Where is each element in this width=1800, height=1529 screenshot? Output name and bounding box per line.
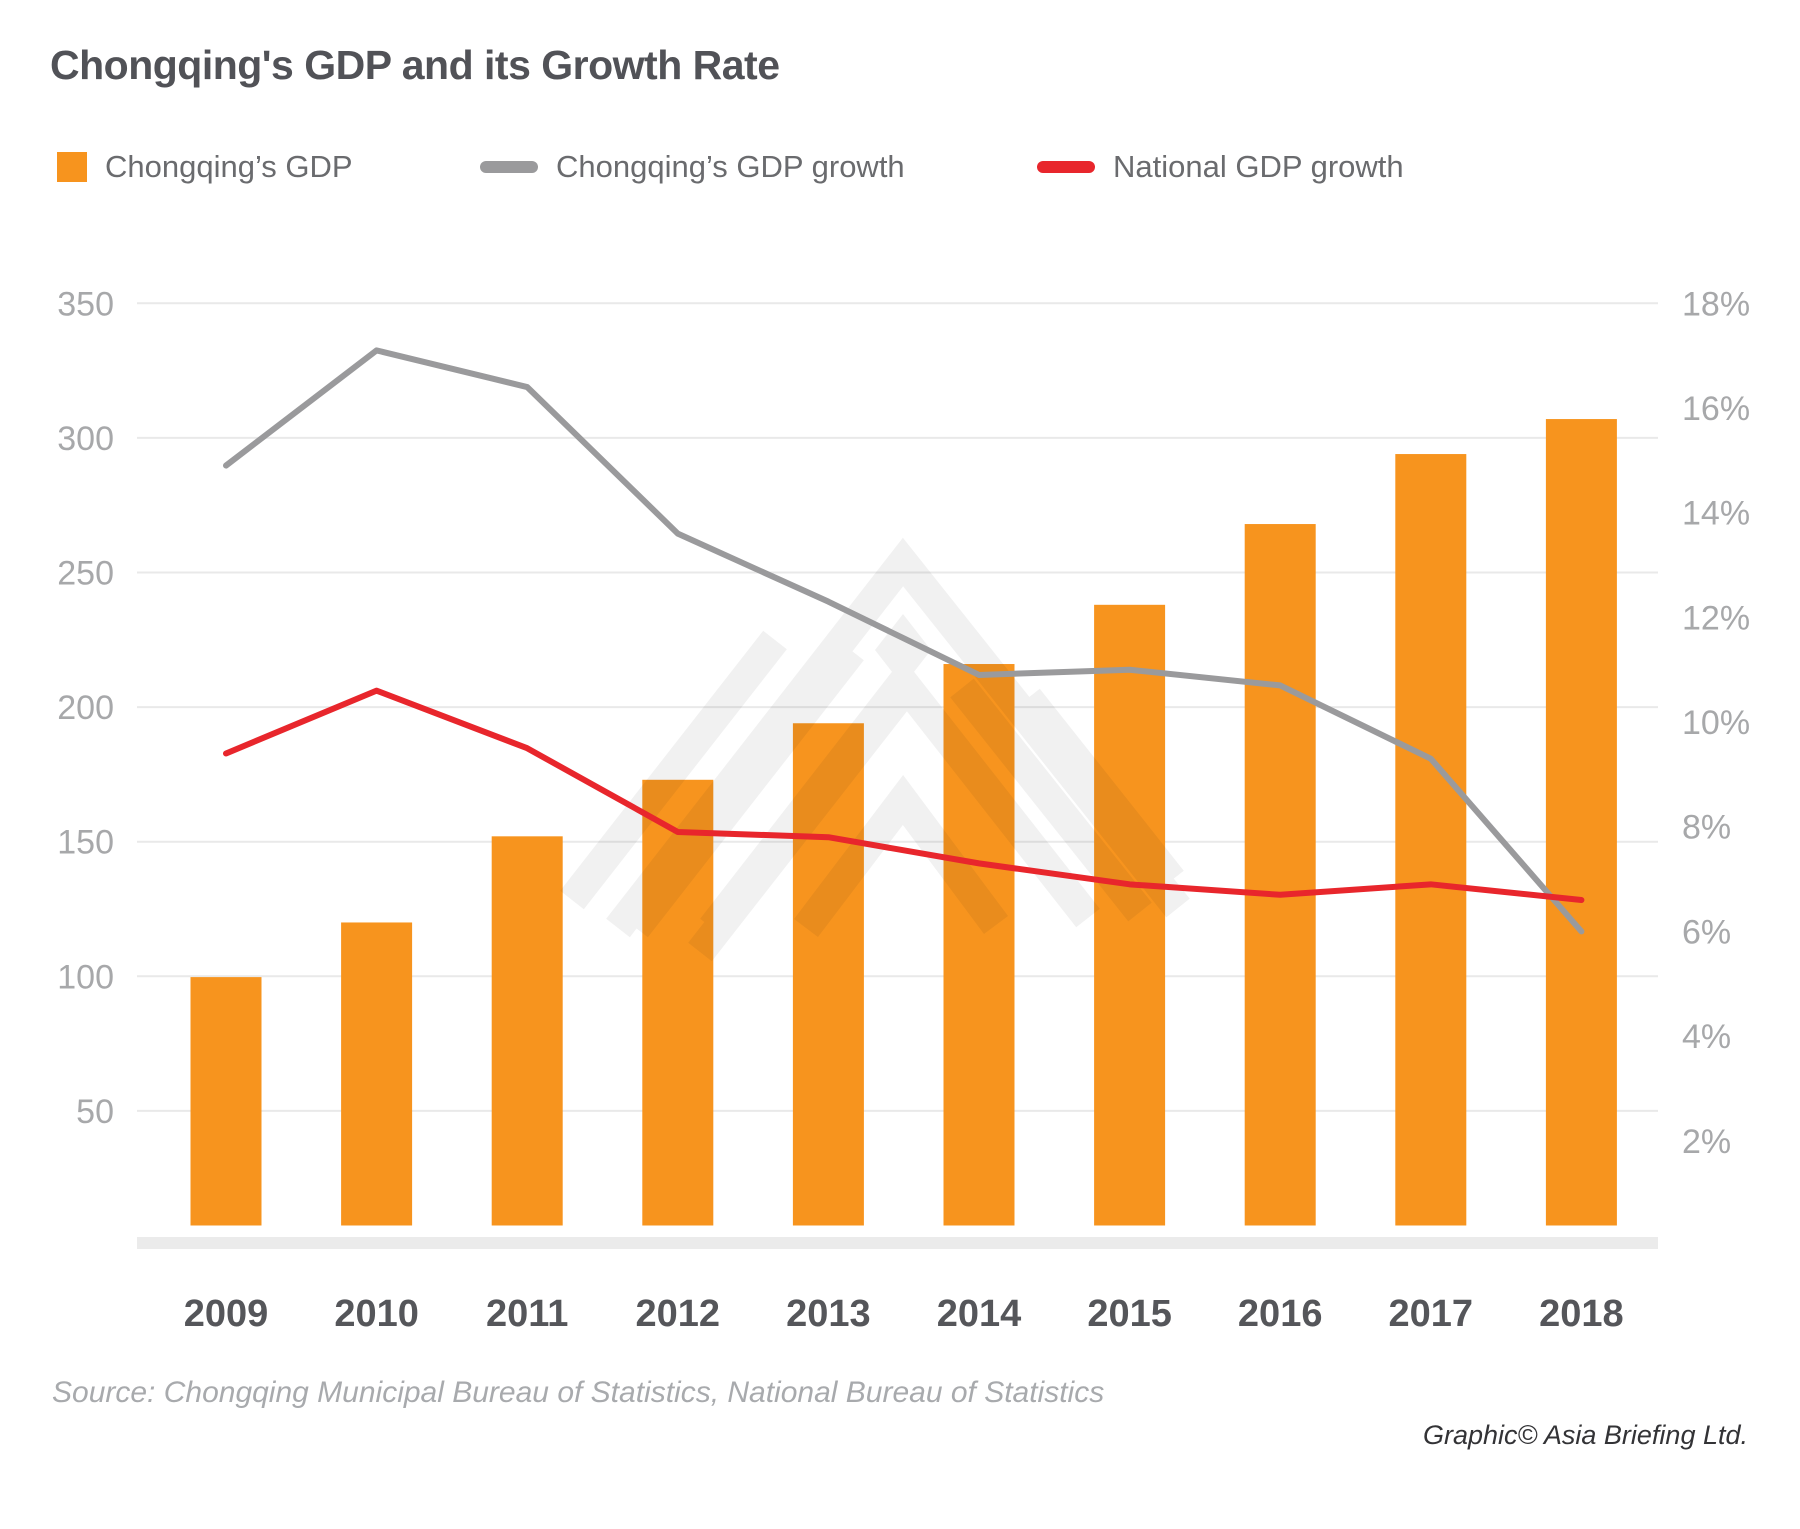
x-axis-year-label: 2014: [937, 1293, 1022, 1335]
legend-square-swatch: [57, 152, 87, 182]
watermark-shape: [688, 682, 915, 962]
bar-2011: [491, 836, 563, 1226]
right-axis-tick-label: 12%: [1682, 599, 1750, 637]
left-axis-tick-label: 350: [57, 285, 114, 323]
legend-label: Chongqing’s GDP: [105, 149, 353, 184]
left-axis-tick-label: 250: [57, 555, 114, 593]
right-axis-tick-label: 2%: [1682, 1123, 1731, 1161]
legend-item-chongqing-gdp: Chongqing’s GDP: [57, 148, 353, 186]
legend-line-swatch: [480, 161, 538, 173]
right-axis-tick-label: 4%: [1682, 1018, 1731, 1056]
x-axis-year-label: 2011: [486, 1293, 568, 1335]
legend-line-swatch: [1037, 161, 1095, 173]
bar-2017: [1395, 454, 1467, 1226]
bar-2016: [1244, 524, 1316, 1226]
watermark-shape: [950, 678, 1152, 922]
national-gdp-growth-line: [223, 687, 1585, 904]
x-axis-year-label: 2012: [636, 1293, 721, 1335]
x-axis-year-label: 2013: [786, 1293, 871, 1335]
left-axis-tick-label: 100: [57, 958, 114, 996]
x-axis-baseline: [137, 1237, 1658, 1249]
x-axis-year-label: 2010: [334, 1293, 419, 1335]
legend-label: Chongqing’s GDP growth: [556, 149, 905, 184]
left-axis-tick-label: 150: [57, 824, 114, 862]
left-axis-tick-label: 50: [76, 1093, 114, 1131]
bar-2009: [190, 977, 262, 1226]
watermark-shape: [560, 630, 787, 910]
right-axis-tick-label: 16%: [1682, 390, 1750, 428]
x-axis-year-label: 2016: [1238, 1293, 1323, 1335]
left-axis-tick-label: 300: [57, 420, 114, 458]
right-axis-tick-label: 14%: [1682, 495, 1750, 533]
x-axis-year-label: 2018: [1539, 1293, 1624, 1335]
left-axis-tick-label: 200: [57, 689, 114, 727]
right-axis-tick-label: 8%: [1682, 809, 1731, 847]
watermark-shape: [624, 641, 864, 938]
chongqing-gdp-growth-line: [223, 347, 1585, 935]
right-axis-tick-label: 6%: [1682, 913, 1731, 951]
legend-item-national-gdp-growth: National GDP growth: [1037, 148, 1404, 186]
mountain-logo-watermark: [560, 537, 1190, 962]
legend-label: National GDP growth: [1113, 149, 1404, 184]
graphic-credit: Graphic© Asia Briefing Ltd.: [1422, 1420, 1748, 1450]
x-axis-year-label: 2015: [1087, 1293, 1172, 1335]
page-title: Chongqing's GDP and its Growth Rate: [50, 42, 780, 88]
legend-item-chongqing-gdp-growth: Chongqing’s GDP growth: [480, 148, 905, 186]
right-axis-tick-label: 10%: [1682, 704, 1750, 742]
watermark-shape: [1016, 688, 1184, 890]
bar-2018: [1545, 419, 1617, 1226]
right-axis-tick-label: 18%: [1682, 285, 1750, 323]
x-axis-year-label: 2017: [1389, 1293, 1474, 1335]
watermark-shape: [794, 775, 1009, 938]
bar-2010: [341, 922, 413, 1226]
x-axis-year-label: 2009: [184, 1293, 269, 1335]
source-note: Source: Chongqing Municipal Bureau of St…: [52, 1376, 1105, 1409]
